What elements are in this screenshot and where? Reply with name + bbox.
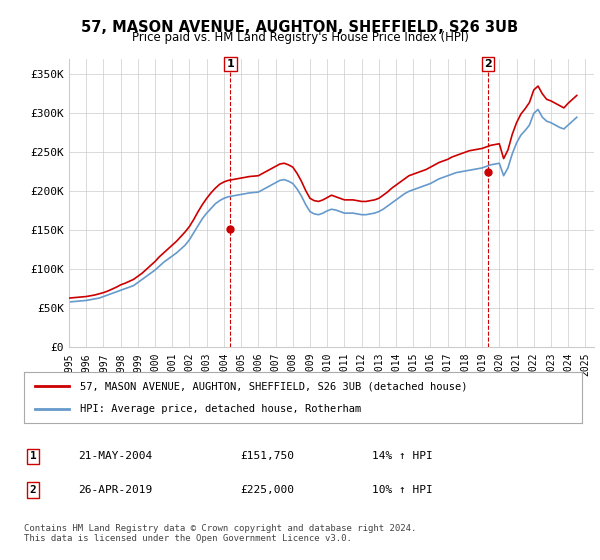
Text: 21-MAY-2004: 21-MAY-2004 — [78, 451, 152, 461]
Text: Price paid vs. HM Land Registry's House Price Index (HPI): Price paid vs. HM Land Registry's House … — [131, 31, 469, 44]
Text: 1: 1 — [29, 451, 37, 461]
Text: 1: 1 — [227, 59, 235, 69]
Text: 10% ↑ HPI: 10% ↑ HPI — [372, 485, 433, 495]
Text: 14% ↑ HPI: 14% ↑ HPI — [372, 451, 433, 461]
Text: 57, MASON AVENUE, AUGHTON, SHEFFIELD, S26 3UB (detached house): 57, MASON AVENUE, AUGHTON, SHEFFIELD, S2… — [80, 381, 467, 391]
Text: 2: 2 — [484, 59, 491, 69]
Text: HPI: Average price, detached house, Rotherham: HPI: Average price, detached house, Roth… — [80, 404, 361, 414]
Text: £225,000: £225,000 — [240, 485, 294, 495]
Text: 26-APR-2019: 26-APR-2019 — [78, 485, 152, 495]
Text: Contains HM Land Registry data © Crown copyright and database right 2024.
This d: Contains HM Land Registry data © Crown c… — [24, 524, 416, 543]
Text: £151,750: £151,750 — [240, 451, 294, 461]
Text: 2: 2 — [29, 485, 37, 495]
Text: 57, MASON AVENUE, AUGHTON, SHEFFIELD, S26 3UB: 57, MASON AVENUE, AUGHTON, SHEFFIELD, S2… — [82, 20, 518, 35]
